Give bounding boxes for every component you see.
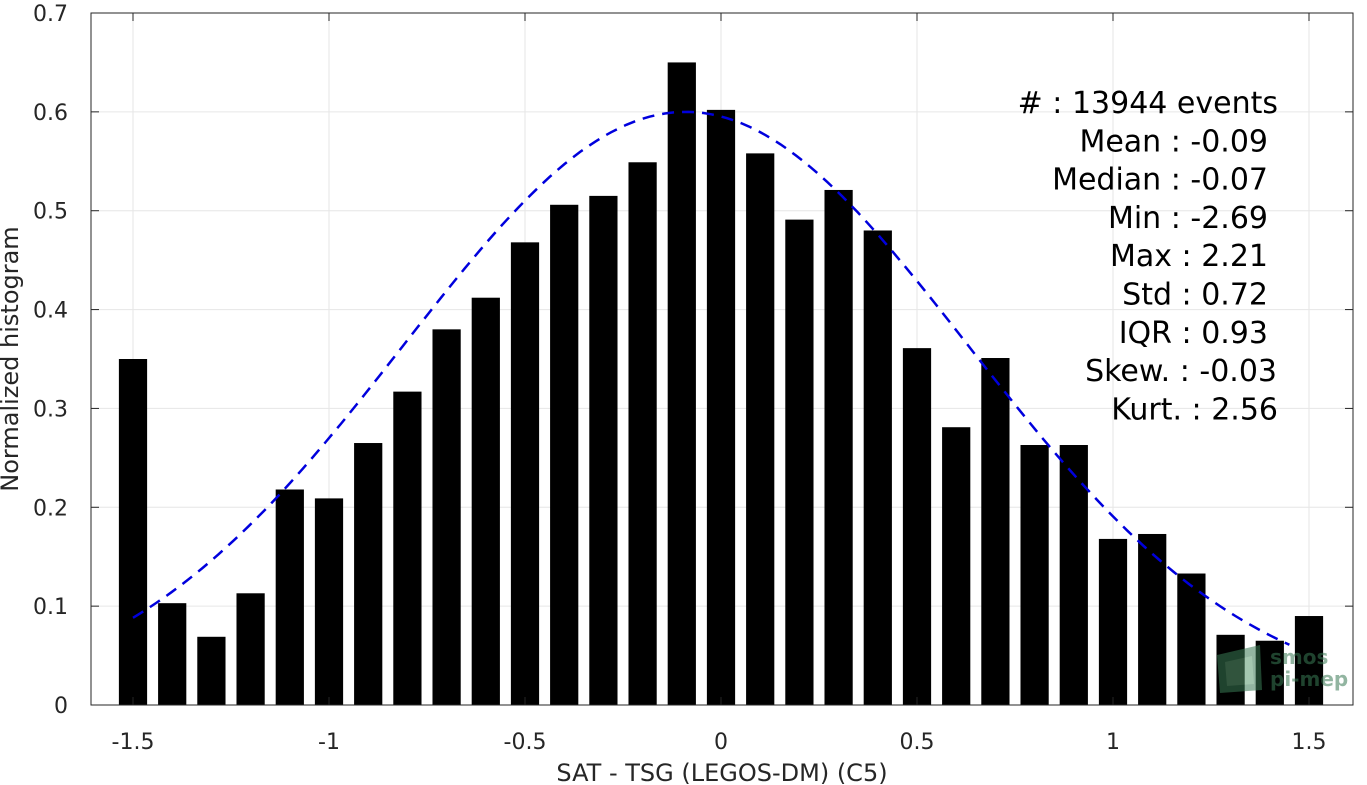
stat-line: Kurt. : 2.56 bbox=[1111, 392, 1278, 427]
histogram-bar bbox=[824, 189, 853, 705]
histogram-bar bbox=[471, 297, 500, 705]
x-tick-label: -1 bbox=[318, 730, 340, 755]
histogram-bar bbox=[902, 348, 932, 705]
histogram-bar bbox=[1294, 616, 1324, 705]
histogram-bar bbox=[118, 359, 148, 705]
x-axis-label: SAT - TSG (LEGOS-DM) (C5) bbox=[556, 759, 887, 785]
histogram-bar bbox=[863, 230, 892, 705]
y-tick-label: 0.2 bbox=[33, 496, 68, 521]
stat-line: # : 13944 events bbox=[1018, 86, 1278, 121]
histogram-bar bbox=[550, 204, 579, 706]
histogram-bar bbox=[785, 219, 814, 705]
stat-line: Std : 0.72 bbox=[1122, 278, 1268, 313]
histogram-bar bbox=[510, 242, 540, 705]
histogram-bar bbox=[1138, 533, 1167, 705]
axes-frame bbox=[90, 12, 1354, 706]
stat-line: Mean : -0.09 bbox=[1079, 124, 1268, 159]
y-axis-label: Normalized histogram bbox=[0, 226, 24, 491]
histogram-bar bbox=[314, 498, 344, 705]
histogram-bar bbox=[275, 489, 304, 705]
x-tick-label: -1.5 bbox=[112, 730, 155, 755]
y-tick-label: 0.3 bbox=[33, 397, 68, 422]
y-tick-label: 0.6 bbox=[33, 101, 68, 126]
smos-pimep-logo: smos pi-mep bbox=[1217, 645, 1348, 693]
histogram-bar bbox=[236, 593, 265, 705]
x-tick-label: 0 bbox=[714, 730, 728, 755]
histogram-bar bbox=[942, 427, 971, 705]
stat-line: Skew. : -0.03 bbox=[1085, 354, 1277, 389]
y-tick-label: 0.1 bbox=[33, 595, 68, 620]
histogram-bar bbox=[706, 109, 736, 705]
x-tick-label: 0.5 bbox=[900, 730, 935, 755]
stat-line: Median : -0.07 bbox=[1052, 163, 1268, 198]
histogram-bar bbox=[1098, 538, 1128, 705]
histogram-bars bbox=[118, 62, 1324, 706]
histogram-bar bbox=[393, 391, 422, 705]
stat-line: Min : -2.69 bbox=[1108, 201, 1268, 236]
stat-line: IQR : 0.93 bbox=[1119, 316, 1268, 351]
x-tick-label: -0.5 bbox=[504, 730, 547, 755]
histogram-bar bbox=[158, 603, 187, 705]
histogram-bar bbox=[1177, 573, 1206, 705]
histogram-bar bbox=[1020, 445, 1049, 705]
histogram-bar bbox=[746, 153, 775, 705]
histogram-bar bbox=[197, 636, 226, 705]
axis-ticks: -1.5 -1 -0.5 0 0.5 1 1.5 0 0.1 0.2 0.3 0.4 0.5 0.6 0.7 bbox=[33, 2, 1353, 755]
histogram-bar bbox=[628, 162, 657, 705]
watermark-line1: smos bbox=[1270, 645, 1328, 669]
y-tick-label: 0.4 bbox=[33, 299, 68, 324]
histogram-bar bbox=[667, 62, 696, 705]
x-tick-label: 1.5 bbox=[1292, 730, 1327, 755]
histogram-bar bbox=[1059, 445, 1088, 705]
histogram-bar bbox=[981, 358, 1010, 705]
watermark-line2: pi-mep bbox=[1270, 667, 1348, 691]
y-tick-label: 0.7 bbox=[33, 2, 68, 27]
x-tick-label: 1 bbox=[1106, 730, 1120, 755]
stat-line: Max : 2.21 bbox=[1110, 239, 1268, 274]
gaussian-fit-curve bbox=[132, 110, 1290, 646]
y-tick-label: 0.5 bbox=[33, 200, 68, 225]
histogram-bar bbox=[589, 195, 618, 705]
histogram-bar bbox=[354, 443, 383, 705]
histogram-bar bbox=[432, 329, 461, 705]
y-tick-label: 0 bbox=[54, 694, 68, 719]
